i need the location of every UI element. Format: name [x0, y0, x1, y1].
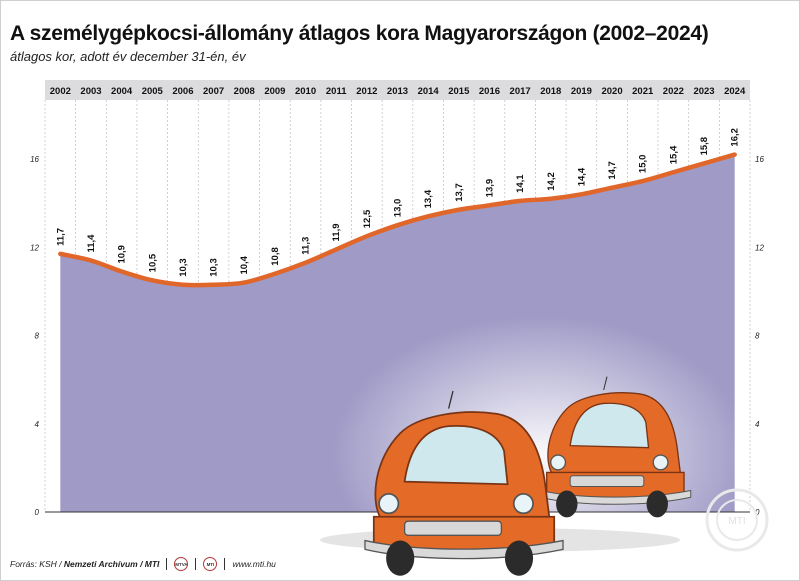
y-tick-label: 4 [35, 420, 40, 429]
x-tick-label: 2024 [724, 86, 746, 97]
x-tick-label: 2005 [142, 86, 164, 97]
website-link[interactable]: www.mti.hu [232, 559, 276, 569]
x-tick-label: 2023 [693, 86, 714, 97]
y-tick-label: 16 [755, 155, 764, 164]
x-tick-label: 2002 [50, 86, 71, 97]
data-label: 10,5 [147, 253, 158, 272]
mti-watermark: MTI [705, 488, 769, 552]
watermark-text: MTI [728, 516, 745, 527]
data-label: 14,7 [607, 161, 618, 180]
data-label: 15,8 [699, 137, 710, 156]
x-tick-label: 2020 [601, 86, 622, 97]
x-tick-label: 2004 [111, 86, 133, 97]
y-tick-label: 8 [755, 332, 760, 341]
data-label: 15,4 [668, 145, 679, 164]
antenna [447, 390, 454, 409]
car-front-image [364, 390, 564, 576]
y-tick-label: 4 [755, 420, 760, 429]
data-label: 11,3 [301, 237, 312, 255]
data-label: 14,2 [546, 172, 557, 191]
data-label: 13,4 [423, 189, 434, 208]
header-band [45, 80, 750, 100]
x-tick-label: 2008 [234, 86, 255, 97]
car-headlight [378, 493, 400, 515]
chart-subtitle: átlagos kor, adott év december 31-én, év [10, 49, 246, 64]
watermark-ring [705, 488, 769, 552]
car-headlight [550, 454, 567, 471]
chart-title: A személygépkocsi-állomány átlagos kora … [10, 22, 709, 45]
footer: Forrás: KSH / Nemzeti Archívum / MTI MTV… [10, 556, 276, 572]
car-wheel [386, 540, 415, 576]
separator [195, 558, 197, 570]
y-tick-label: 0 [755, 508, 760, 517]
car-wheel [556, 490, 578, 518]
mtva-logo-icon: MTVA [174, 557, 189, 571]
car-back [539, 376, 692, 518]
x-tick-label: 2006 [172, 86, 193, 97]
x-tick-label: 2009 [264, 86, 285, 97]
car-windshield [403, 425, 509, 486]
car-headlight [512, 493, 534, 515]
y-tick-label: 16 [30, 155, 39, 164]
y-tick-label: 12 [30, 243, 39, 252]
x-tick-label: 2010 [295, 86, 316, 97]
car-wheel [504, 540, 534, 576]
x-tick-label: 2021 [632, 86, 654, 97]
x-tick-label: 2017 [510, 86, 531, 97]
y-tick-label: 12 [755, 243, 764, 252]
separator [224, 558, 226, 570]
mti-logo-icon: MTI [203, 557, 218, 571]
car-windshield [569, 402, 650, 449]
data-label: 10,3 [209, 258, 220, 277]
x-tick-label: 2016 [479, 86, 500, 97]
data-label: 11,7 [55, 228, 66, 246]
data-label: 15,0 [638, 155, 649, 174]
data-label: 14,4 [576, 167, 587, 186]
data-label: 16,2 [730, 128, 741, 147]
watermark-ring [716, 499, 758, 541]
separator [166, 558, 168, 570]
car-headlight [652, 454, 669, 471]
antenna [603, 376, 608, 391]
data-label: 10,3 [178, 258, 189, 277]
y-tick-label: 0 [35, 508, 40, 517]
x-tick-label: 2013 [387, 86, 408, 97]
x-tick-label: 2003 [80, 86, 101, 97]
series-line [58, 152, 737, 288]
data-label: 12,5 [362, 209, 373, 228]
x-tick-label: 2007 [203, 86, 224, 97]
data-label: 10,9 [117, 245, 128, 264]
y-tick-label: 8 [35, 332, 40, 341]
data-label: 13,7 [454, 183, 465, 202]
x-tick-label: 2014 [418, 86, 440, 97]
data-label: 11,4 [86, 234, 97, 253]
data-label: 11,9 [331, 223, 342, 241]
x-tick-label: 2022 [663, 86, 684, 97]
data-label: 13,0 [393, 199, 404, 218]
x-tick-label: 2012 [356, 86, 377, 97]
data-label: 10,4 [239, 255, 250, 274]
x-tick-label: 2018 [540, 86, 561, 97]
car-grille [569, 475, 645, 488]
x-tick-label: 2019 [571, 86, 592, 97]
data-label: 10,8 [270, 247, 281, 266]
car-wheel [646, 490, 668, 518]
data-label: 13,9 [484, 179, 495, 198]
car-grille [403, 520, 503, 536]
x-tick-label: 2015 [448, 86, 470, 97]
source-text: Forrás: KSH / Nemzeti Archívum / MTI [10, 559, 160, 569]
x-tick-label: 2011 [326, 86, 347, 97]
data-label: 14,1 [515, 174, 526, 193]
